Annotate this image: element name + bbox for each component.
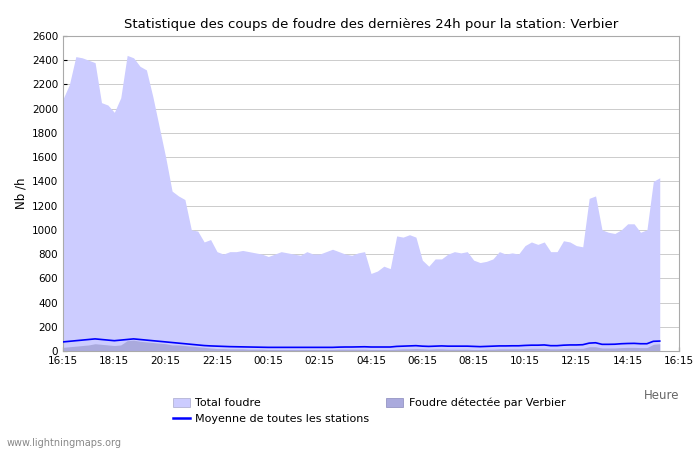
Legend: Total foudre, Moyenne de toutes les stations, Foudre détectée par Verbier: Total foudre, Moyenne de toutes les stat… — [174, 397, 565, 424]
Text: Heure: Heure — [643, 389, 679, 402]
Title: Statistique des coups de foudre des dernières 24h pour la station: Verbier: Statistique des coups de foudre des dern… — [124, 18, 618, 31]
Y-axis label: Nb /h: Nb /h — [15, 178, 28, 209]
Text: www.lightningmaps.org: www.lightningmaps.org — [7, 438, 122, 448]
